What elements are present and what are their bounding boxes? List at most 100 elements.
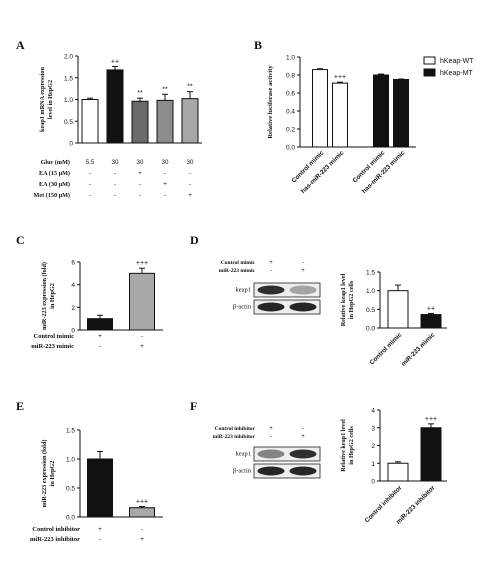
panel-e-y-axis-label: in HepG2 [49,461,56,487]
panel-label-d: D [190,233,199,247]
panel-a-row-value: - [189,170,191,177]
panel-a-y-tick-label: 0.5 [64,119,73,126]
panel-b-y-axis-label: Relative luciferase activity [267,65,274,139]
panel-d-blot-band [257,302,285,312]
panel-c-bar [87,318,113,331]
panel-a-row-value: + [138,170,142,177]
panel-a-row-value: - [114,170,116,177]
panel-b-y-tick-label: 0.0 [286,145,295,152]
panel-e-row-value: - [99,536,101,543]
panel-b-y-tick-label: 0.4 [286,109,295,116]
panel-a-row-label: Gluc (mM) [41,159,70,166]
panel-f-blot-band [257,466,285,476]
panel-e-bar [129,507,155,518]
panel-d-blot-band-label: keap1 [235,287,251,294]
panel-a-row-value: - [164,170,166,177]
panel-a-significance-mark: ** [137,90,143,97]
panel-label-b: B [254,38,262,52]
panel-a-row-value: 30 [137,159,144,166]
panel-d-y-tick-label: 1.0 [366,288,375,295]
panel-d-significance-mark: ++ [427,305,435,312]
panel-e-y-axis-label: miR-223 expression (fold) [41,440,48,508]
panel-a-bar [156,99,174,144]
panel-f-significance-mark: +++ [425,416,437,423]
panel-f-blot-band [289,449,317,459]
panel-f-blot-header-value: + [269,426,273,432]
panel-a-y-axis-label: level in HepG2 [47,80,54,119]
panel-e-y-tick-label: 0.0 [66,515,75,522]
panel-f-y-tick-label: 0 [371,479,375,486]
panel-a-y-tick-label: 1.0 [64,97,73,104]
panel-a-row-value: - [189,181,191,188]
panel-a-row-value: - [89,170,91,177]
panel-c-y-tick-label: 4 [71,282,75,289]
panel-e-row-value: + [140,536,144,543]
panel-f-blot-header-label: Control inhibitor [215,426,256,432]
panel-b-bar [393,79,409,148]
panel-e-row-value: - [141,526,143,533]
panel-b-bar [373,74,389,148]
panel-f-bar [420,427,442,482]
panel-e-row-value: + [98,526,102,533]
panel-f-blot-header-value: + [301,434,305,440]
panel-f-blot-band [289,466,317,476]
panel-d-y-tick-label: 1.5 [366,270,375,277]
panel-b-bar [312,69,328,148]
panel-a-bar [106,69,124,144]
panel-f-chart: 0 1 2 3 4 +++ Relative keap1 level in HepG2 cel… [213,408,447,526]
panel-e-row-label: miR-223 inhibitor [30,536,80,543]
panel-e-significance-mark: +++ [136,499,148,506]
panel-f-y-tick-label: 2 [371,443,375,450]
panel-c-row-value: + [98,333,102,340]
panel-f-y-axis-label: in HepG2 cells [348,426,355,465]
panel-a-bar [81,99,99,144]
panel-f-blot-band-label: keap1 [235,451,251,458]
panel-d-y-axis-label: in HepG2 cells [348,280,355,319]
panel-c-row-value: + [140,343,144,350]
panel-a-row-value: - [89,192,91,199]
panel-d-bar [387,290,409,329]
panel-a-row-value: - [164,192,166,199]
panel-c-y-axis-label: in HepG2 [49,283,56,309]
panel-a-row-value: + [188,192,192,199]
panel-b-legend-swatch [423,68,436,77]
panel-d-blot-band [257,285,285,295]
panel-b-y-tick-label: 0.8 [286,73,295,80]
panel-f-y-axis-label: Relative keap1 level [340,419,347,472]
panel-label-f: F [190,399,197,413]
panel-d-blot-header-value: + [301,268,305,274]
panel-c-row-value: - [141,333,143,340]
panel-a-row-value: 30 [187,159,194,166]
panel-c-row-label: miR-223 mimic [31,343,74,350]
panel-e-y-tick-label: 0.5 [66,486,75,493]
panel-a-y-tick-label: 1.5 [64,75,73,82]
panel-a-row-value: 30 [112,159,119,166]
panel-e-y-tick-label: 1.0 [66,457,75,464]
panel-c-y-tick-label: 6 [71,260,75,267]
panel-e-y-tick-label: 1.5 [66,428,75,435]
panel-f-bar [387,462,409,482]
panel-c-chart: 0 2 4 6 +++ miR-223 expression (fold) in HepG2… [31,260,163,350]
panel-f-blot-header-value: - [302,426,304,432]
panel-f-blot-header-value: - [270,434,272,440]
panel-b-y-tick-label: 1.0 [286,55,295,62]
panel-d-category-label: miR-223 mimic [400,331,437,368]
panel-d-blot-band [289,285,317,295]
panel-a-row-value: - [89,181,91,188]
panel-c-y-tick-label: 0 [71,328,75,335]
panel-d-y-axis-label: Relative keap1 level [340,273,347,326]
panel-c-y-axis-label: miR-223 expression (fold) [41,262,48,330]
panel-d-blot-header-label: Control mimic [221,260,256,266]
panel-a-row-label: EA (15 μM) [39,170,70,177]
panel-d-blot-header-value: - [302,260,304,266]
panel-d-y-tick-label: 0.0 [366,326,375,333]
panel-c-row-value: - [99,343,101,350]
panel-c-y-tick-label: 2 [71,305,75,312]
panel-a-chart: 00.51.01.52.0++**** **keap1 mRNA expressi… [34,54,202,199]
panel-e-bar [87,458,113,518]
panel-a-bar [131,100,149,144]
panel-f-blot-band-label: β-actin [233,468,252,475]
panel-a-significance-mark: ** [162,86,168,93]
panel-a-significance-mark: ** [187,84,193,91]
